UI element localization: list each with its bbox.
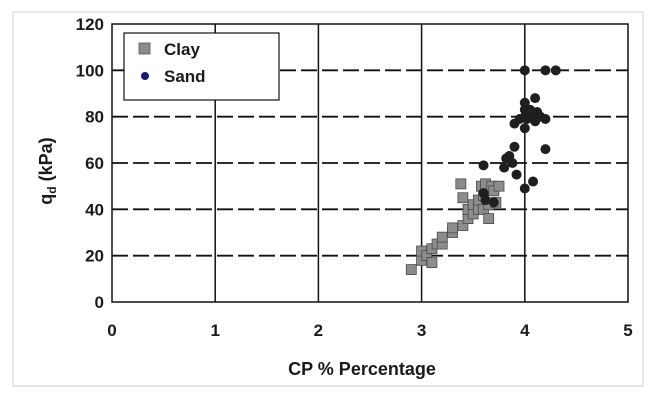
sand-point xyxy=(488,197,499,208)
sand-point xyxy=(530,93,541,104)
legend-sand-label: Sand xyxy=(164,67,206,86)
x-tick-label: 2 xyxy=(314,321,323,340)
legend-clay-label: Clay xyxy=(164,40,200,59)
y-tick-label: 80 xyxy=(85,108,104,127)
clay-point xyxy=(447,222,458,234)
legend-sand-marker xyxy=(141,72,149,80)
svg-text:qd (kPa): qd (kPa) xyxy=(36,137,59,204)
data-points xyxy=(405,65,561,275)
clay-point xyxy=(483,213,495,225)
sand-point xyxy=(550,65,561,76)
x-tick-label: 0 xyxy=(107,321,116,340)
y-axis-title-subscript: d xyxy=(45,186,59,193)
sand-point xyxy=(519,123,530,134)
sand-point xyxy=(507,158,518,168)
sand-point xyxy=(540,144,551,155)
sand-point xyxy=(519,97,530,108)
sand-point xyxy=(480,195,491,206)
figure-border xyxy=(12,11,644,387)
clay-point xyxy=(493,180,505,192)
sand-point xyxy=(478,160,489,171)
y-axis-tick-labels: 0 20 40 60 80 100 120 xyxy=(76,15,104,312)
y-tick-label: 40 xyxy=(85,200,104,219)
y-axis-title: qd (kPa) xyxy=(36,137,59,204)
sand-point xyxy=(528,176,539,187)
sand-point xyxy=(499,162,510,173)
y-tick-label: 0 xyxy=(95,293,104,312)
clay-point xyxy=(426,257,438,269)
y-axis-title-unit: (kPa) xyxy=(36,137,56,186)
plot-area-frame xyxy=(111,23,629,303)
y-tick-label: 100 xyxy=(76,61,104,80)
clay-point xyxy=(455,178,467,190)
sand-point xyxy=(524,104,535,115)
legend: Clay Sand xyxy=(123,32,280,101)
y-axis-title-main: q xyxy=(36,194,56,205)
y-tick-label: 60 xyxy=(85,154,104,173)
sand-point xyxy=(519,65,530,76)
y-tick-label: 20 xyxy=(85,247,104,266)
x-tick-label: 5 xyxy=(623,321,632,340)
y-tick-label: 120 xyxy=(76,15,104,34)
sand-point xyxy=(511,169,522,180)
x-axis-tick-labels: 0 1 2 3 4 5 xyxy=(107,321,632,340)
sand-point xyxy=(519,183,530,194)
x-tick-label: 1 xyxy=(210,321,219,340)
sand-point xyxy=(540,113,551,124)
x-axis-title: CP % Percentage xyxy=(288,359,436,379)
x-tick-label: 3 xyxy=(417,321,426,340)
clay-point xyxy=(436,231,448,243)
legend-clay-marker xyxy=(138,42,151,55)
x-tick-label: 4 xyxy=(520,321,530,340)
clay-point xyxy=(405,264,417,275)
sand-point xyxy=(509,141,520,152)
clay-point xyxy=(457,192,469,204)
sand-point xyxy=(540,65,551,76)
